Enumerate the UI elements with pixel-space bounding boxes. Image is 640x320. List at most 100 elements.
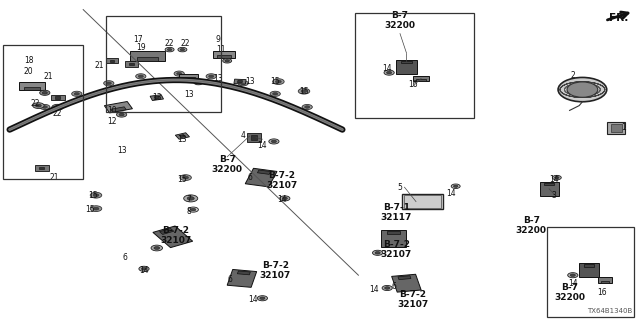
Bar xyxy=(579,263,599,277)
Text: 14: 14 xyxy=(248,295,258,304)
Circle shape xyxy=(558,77,607,102)
Text: 6: 6 xyxy=(228,276,233,284)
Text: 7: 7 xyxy=(186,196,191,204)
Text: 14: 14 xyxy=(257,141,268,150)
Text: 16: 16 xyxy=(408,80,418,89)
Bar xyxy=(381,230,406,247)
Bar xyxy=(540,182,559,196)
Circle shape xyxy=(187,196,195,200)
Circle shape xyxy=(387,71,392,74)
Text: 15: 15 xyxy=(88,191,98,200)
Bar xyxy=(392,274,421,292)
Circle shape xyxy=(116,112,127,117)
Bar xyxy=(130,51,165,61)
Text: 13: 13 xyxy=(184,90,194,99)
Circle shape xyxy=(139,266,149,271)
Text: 17: 17 xyxy=(132,36,143,44)
Circle shape xyxy=(196,81,201,84)
Circle shape xyxy=(184,195,198,202)
Circle shape xyxy=(209,75,214,77)
Circle shape xyxy=(382,285,392,291)
Circle shape xyxy=(154,246,160,250)
Circle shape xyxy=(241,82,246,84)
Circle shape xyxy=(52,104,63,110)
Bar xyxy=(104,101,132,113)
Bar xyxy=(417,79,426,81)
Bar xyxy=(109,60,115,62)
Bar xyxy=(545,183,554,185)
Text: 13: 13 xyxy=(116,146,127,155)
Circle shape xyxy=(93,194,99,196)
Circle shape xyxy=(305,106,310,108)
Text: 12: 12 xyxy=(108,117,116,126)
Text: 13: 13 xyxy=(244,77,255,86)
Bar xyxy=(355,13,474,118)
Bar xyxy=(179,134,186,138)
Circle shape xyxy=(298,88,310,94)
Bar xyxy=(413,76,429,81)
Bar xyxy=(252,135,257,140)
Circle shape xyxy=(384,70,394,75)
Bar xyxy=(396,60,417,74)
Circle shape xyxy=(104,81,114,86)
Circle shape xyxy=(206,74,216,79)
Bar xyxy=(3,45,83,179)
Bar xyxy=(547,227,634,317)
Circle shape xyxy=(180,48,184,51)
Circle shape xyxy=(302,104,312,109)
Circle shape xyxy=(74,92,79,95)
Text: 4: 4 xyxy=(241,132,246,140)
Circle shape xyxy=(194,80,203,85)
Bar xyxy=(159,228,174,235)
Text: B-7-2
32107: B-7-2 32107 xyxy=(397,290,428,308)
Text: TX64B1340B: TX64B1340B xyxy=(587,308,632,314)
Bar xyxy=(237,271,250,275)
Text: 15: 15 xyxy=(299,87,309,96)
Bar xyxy=(584,264,594,267)
Circle shape xyxy=(119,113,124,116)
Circle shape xyxy=(90,206,102,212)
Text: 14: 14 xyxy=(276,196,287,204)
Bar xyxy=(19,82,45,90)
Bar xyxy=(111,107,126,112)
Bar xyxy=(55,96,60,99)
Circle shape xyxy=(183,176,188,179)
Text: 15: 15 xyxy=(177,175,188,184)
Circle shape xyxy=(40,104,50,109)
Circle shape xyxy=(42,106,47,108)
Circle shape xyxy=(42,92,47,94)
Bar xyxy=(247,133,261,142)
Circle shape xyxy=(275,80,282,83)
Text: B-7
32200: B-7 32200 xyxy=(554,284,585,302)
Bar xyxy=(39,166,44,170)
Text: 21: 21 xyxy=(95,61,104,70)
Circle shape xyxy=(72,91,82,96)
Circle shape xyxy=(554,176,559,179)
Bar xyxy=(183,77,195,80)
Text: 20: 20 xyxy=(24,68,34,76)
Circle shape xyxy=(174,71,184,76)
Circle shape xyxy=(40,90,50,95)
Text: 10: 10 xyxy=(107,106,117,115)
Text: FR.: FR. xyxy=(609,13,628,23)
Bar xyxy=(234,79,246,84)
Text: 14: 14 xyxy=(139,266,149,275)
Text: B-7
32200: B-7 32200 xyxy=(212,156,243,174)
Bar xyxy=(125,61,138,67)
Bar xyxy=(51,95,65,100)
Bar xyxy=(607,122,625,134)
Circle shape xyxy=(33,103,44,108)
Bar xyxy=(24,87,40,90)
Bar xyxy=(129,63,134,65)
Text: 14: 14 xyxy=(446,189,456,198)
Text: 22: 22 xyxy=(165,39,174,48)
Text: 22: 22 xyxy=(31,100,40,108)
Text: 6: 6 xyxy=(122,253,127,262)
Text: 21: 21 xyxy=(50,173,59,182)
Circle shape xyxy=(260,297,265,300)
Circle shape xyxy=(257,296,268,301)
Text: 13: 13 xyxy=(152,93,162,102)
Circle shape xyxy=(188,207,198,212)
Bar xyxy=(401,61,412,63)
Bar xyxy=(257,170,271,174)
